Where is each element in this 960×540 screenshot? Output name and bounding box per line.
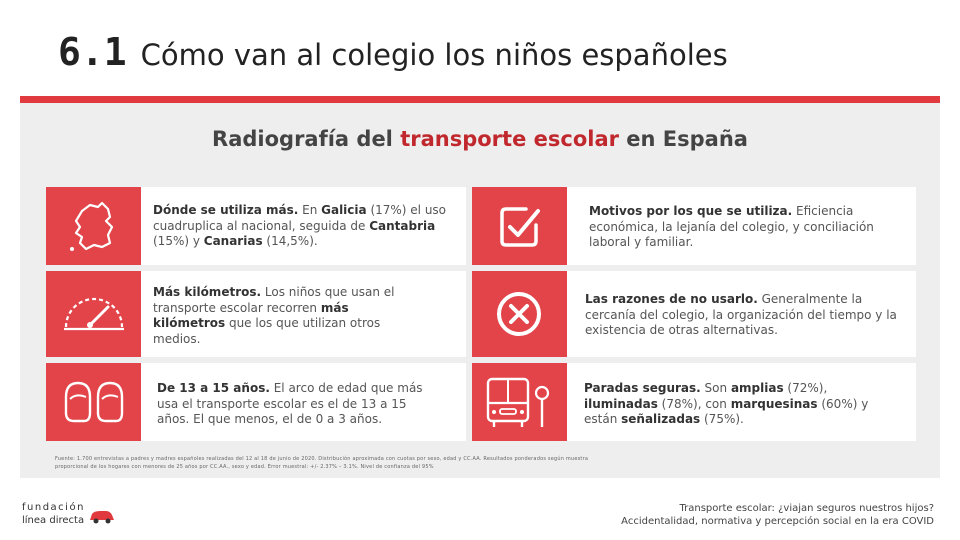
header-divider [20,96,940,103]
card-text-segment: (72%), [783,381,828,395]
card-text-emphasis: amplias [730,381,784,395]
logo-line2: línea directa [22,515,85,526]
card-text-emphasis: Motivos por los que se utiliza. [589,204,793,218]
card-text: Motivos por los que se utiliza. Eficienc… [589,204,901,251]
card-text-segment: En [298,203,322,217]
map-icon [70,201,114,251]
card-more-km: Más kilómetros. Los niños que usan el tr… [46,271,466,357]
page-header: 6.1 Cómo van al colegio los niños español… [58,30,728,80]
card-usage-reasons: Motivos por los que se utiliza. Eficienc… [472,187,916,265]
card-text-segment: (78%), con [657,396,731,411]
card-text: De 13 a 15 años. El arco de edad que más… [157,381,440,428]
card-text: Paradas seguras. Son amplias (72%), ilum… [584,381,894,428]
card-no-use-reasons: Las razones de no usarlo. Generalmente l… [472,271,916,357]
card-text-emphasis: señalizadas [621,412,701,426]
card-text-emphasis: Cantabria [369,218,436,233]
card-text-segment: (60%) y están [584,396,869,427]
card-text-segment: Eficiencia económica, la lejanía del col… [589,204,874,249]
subtitle-highlight: transporte escolar [400,127,619,151]
card-icon-box [472,187,567,265]
card-text-segment: (15%) y [153,234,204,248]
section-subtitle: Radiografía del transporte escolar en Es… [0,127,960,151]
footer-line2: Accidentalidad, normativa y percepción s… [621,516,934,527]
card-text-segment: Generalmente la cercanía del colegio, la… [585,292,897,337]
footer-citation: Transporte escolar: ¿viajan seguros nues… [621,502,934,528]
card-text-emphasis: Las razones de no usarlo. [585,292,758,306]
card-icon-box [46,187,141,265]
card-icon-box [46,271,141,357]
car-logo-icon [90,511,114,524]
card-text-segment: (17%) el uso cuadruplica al nacional, se… [153,203,447,233]
speedometer-icon [64,297,124,331]
card-text-emphasis: Paradas seguras. [584,381,701,395]
subtitle-suffix: en España [618,127,748,151]
card-text-emphasis: más kilómetros [153,300,349,331]
x-circle-icon [497,292,541,336]
footer-line1: Transporte escolar: ¿viajan seguros nues… [679,503,934,514]
sources-note: Fuente: 1.700 entrevistas a padres y mad… [55,456,589,470]
card-text-segment: Los niños que usan el transporte escolar… [153,285,395,315]
card-text: Las razones de no usarlo. Generalmente l… [585,292,903,339]
card-text-segment: que los que utilizan otros medios. [153,316,381,346]
card-text-segment: Son [700,381,731,395]
card-age-range: De 13 a 15 años. El arco de edad que más… [46,363,466,441]
card-icon-box [46,363,141,441]
card-icon-box [472,363,567,441]
card-text-emphasis: De 13 a 15 años. [157,381,270,395]
page-title: Cómo van al colegio los niños españoles [140,38,728,72]
card-text-emphasis: iluminadas [584,396,658,411]
card-text-emphasis: Galicia [321,203,367,217]
foundation-logo: fundación línea directa [22,502,132,530]
card-text-emphasis: Más kilómetros. [153,285,262,299]
card-text: Dónde se utiliza más. En Galicia (17%) e… [153,203,453,250]
card-usage-region: Dónde se utiliza más. En Galicia (17%) e… [46,187,466,265]
card-text-emphasis: marquesinas [730,396,818,411]
card-icon-box [472,271,567,357]
card-text-segment: (75%). [700,412,744,426]
logo-line1: fundación [22,502,85,513]
children-icon [64,381,124,423]
bus-stop-icon [486,377,550,427]
section-number: 6.1 [58,30,127,74]
checkbox-icon [500,207,540,247]
card-text-segment: El arco de edad que más usa el transport… [157,381,423,426]
card-text-emphasis: Canarias [203,234,263,248]
card-text: Más kilómetros. Los niños que usan el tr… [153,285,423,347]
subtitle-prefix: Radiografía del [212,127,401,151]
card-text-segment: (14,5%). [262,234,318,248]
card-text-emphasis: Dónde se utiliza más. [153,203,299,217]
card-safe-stops: Paradas seguras. Son amplias (72%), ilum… [472,363,916,441]
